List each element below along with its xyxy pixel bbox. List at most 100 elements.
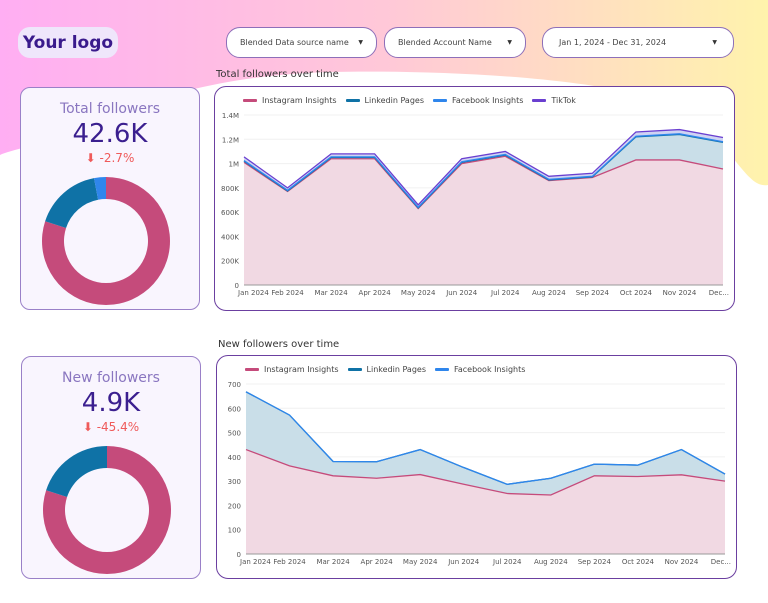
x-tick-label: Nov 2024 (665, 558, 699, 566)
chart-title: Total followers over time (216, 69, 339, 80)
donut-slice (94, 177, 106, 200)
date-range-label: Jan 1, 2024 - Dec 31, 2024 (559, 38, 667, 47)
y-tick-label: 800K (221, 185, 239, 193)
total-followers-chart: 0 200K 400K 600K 800K 1M 1.2M 1.4M Jan 2024 Feb 2… (214, 86, 735, 311)
kpi-label: Total followers (59, 101, 161, 117)
account-name-filter[interactable]: Blended Account Name ▼ (384, 27, 526, 58)
legend-swatch (532, 99, 547, 102)
x-tick-label: Jan 2024 (239, 558, 271, 566)
x-tick-label: Oct 2024 (620, 289, 653, 297)
x-tick-label: Jun 2024 (445, 289, 478, 297)
legend-label: Facebook Insights (451, 96, 524, 105)
data-source-filter-label: Blended Data source name (240, 38, 349, 47)
legend-swatch (347, 368, 362, 371)
area-instagram-insights (244, 156, 723, 285)
x-tick-label: Jun 2024 (447, 558, 480, 566)
chart-legend: Instagram Insights Linkedin Pages Facebook… (243, 96, 576, 105)
kpi-delta-value: -2.7% (99, 151, 135, 165)
account-name-filter-label: Blended Account Name (398, 38, 492, 47)
y-tick-label: 100 (228, 527, 241, 535)
legend-item[interactable]: Instagram Insights (245, 365, 339, 374)
chart-canvas: 0 100 200 300 400 500 600 700 Jan 2024 Feb 2024 Ma… (228, 381, 731, 566)
y-tick-label: 700 (228, 381, 241, 389)
area-instagram-insights (246, 449, 725, 554)
y-tick-label: 400K (221, 233, 239, 241)
x-tick-label: Mar 2024 (314, 289, 348, 297)
kpi-new-followers: New followers 4.9K ⬇ -45.4% (21, 356, 201, 579)
x-tick-label: Jul 2024 (490, 289, 520, 297)
legend-item[interactable]: TikTok (532, 96, 576, 105)
chart-canvas: 0 200K 400K 600K 800K 1M 1.2M 1.4M Jan 2024 Feb 2… (221, 112, 729, 297)
y-tick-label: 1M (229, 161, 240, 169)
legend-label: TikTok (551, 96, 576, 105)
logo: Your logo (18, 27, 118, 58)
line-tiktok (243, 128, 724, 206)
x-tick-label: May 2024 (401, 289, 436, 297)
legend-item[interactable]: Facebook Insights (434, 365, 526, 374)
y-tick-label: 600K (221, 209, 239, 217)
legend-label: Instagram Insights (264, 365, 339, 374)
y-tick-label: 1.2M (222, 136, 239, 144)
chart-legend: Instagram Insights Linkedin Pages Facebook… (245, 365, 525, 374)
y-tick-label: 1.4M (222, 112, 239, 120)
chart-title: New followers over time (218, 339, 340, 350)
y-tick-label: 0 (235, 282, 239, 290)
kpi-label: New followers (62, 370, 160, 386)
x-tick-label: Oct 2024 (622, 558, 655, 566)
x-tick-label: Nov 2024 (663, 289, 697, 297)
data-source-filter[interactable]: Blended Data source name ▼ (226, 27, 377, 58)
new-followers-chart: 0 100 200 300 400 500 600 700 Jan 2024 Feb 2024 Ma… (216, 355, 737, 579)
x-tick-label: Sep 2024 (578, 558, 612, 566)
line-facebook-insights (245, 391, 726, 485)
legend-swatch (243, 99, 257, 102)
x-tick-label: Sep 2024 (576, 289, 610, 297)
donut-slice (42, 177, 170, 305)
legend-item[interactable]: Linkedin Pages (347, 365, 426, 374)
date-range-picker[interactable]: Jan 1, 2024 - Dec 31, 2024 ▼ (542, 27, 734, 58)
legend-label: Facebook Insights (453, 365, 526, 374)
x-tick-label: Jul 2024 (492, 558, 522, 566)
y-tick-label: 0 (237, 551, 241, 559)
x-tick-label: Dec... (709, 289, 729, 297)
line-instagram-insights (245, 448, 726, 496)
legend-swatch (245, 368, 259, 371)
donut-chart (43, 446, 171, 574)
area-linkedin-pages (246, 391, 725, 495)
x-tick-label: Aug 2024 (534, 558, 568, 566)
x-tick-label: Jan 2024 (237, 289, 269, 297)
arrow-down-icon: ⬇ (82, 420, 93, 434)
donut-chart (42, 177, 170, 305)
legend-label: Linkedin Pages (364, 96, 424, 105)
donut-slice (43, 446, 171, 574)
line-instagram-insights (243, 155, 724, 210)
legend-swatch (434, 368, 449, 371)
legend-swatch (432, 99, 447, 102)
caret-down-icon: ▼ (358, 39, 363, 46)
caret-down-icon: ▼ (507, 39, 512, 46)
legend-item[interactable]: Linkedin Pages (345, 96, 424, 105)
y-tick-label: 200 (228, 502, 241, 510)
arrow-down-icon: ⬇ (85, 151, 96, 165)
x-tick-label: Mar 2024 (316, 558, 350, 566)
x-tick-label: Feb 2024 (273, 558, 306, 566)
kpi-delta: ⬇ -45.4% (22, 420, 200, 434)
x-tick-label: Apr 2024 (361, 558, 394, 566)
kpi-delta: ⬇ -2.7% (21, 151, 199, 165)
legend-item[interactable]: Instagram Insights (243, 96, 337, 105)
legend-swatch (345, 99, 360, 102)
line-facebook-insights (243, 133, 724, 209)
area-linkedin-pages (244, 134, 723, 209)
y-tick-label: 600 (228, 405, 241, 413)
y-tick-label: 400 (228, 454, 241, 462)
legend-label: Instagram Insights (262, 96, 337, 105)
legend-item[interactable]: Facebook Insights (432, 96, 524, 105)
kpi-value: 4.9K (81, 388, 141, 418)
x-tick-label: May 2024 (403, 558, 438, 566)
kpi-value: 42.6K (72, 119, 148, 149)
kpi-delta-value: -45.4% (96, 420, 140, 434)
donut-slice (46, 446, 107, 498)
x-tick-label: Dec... (711, 558, 731, 566)
y-tick-label: 200K (221, 258, 239, 266)
y-tick-label: 300 (228, 478, 241, 486)
x-tick-label: Apr 2024 (359, 289, 392, 297)
